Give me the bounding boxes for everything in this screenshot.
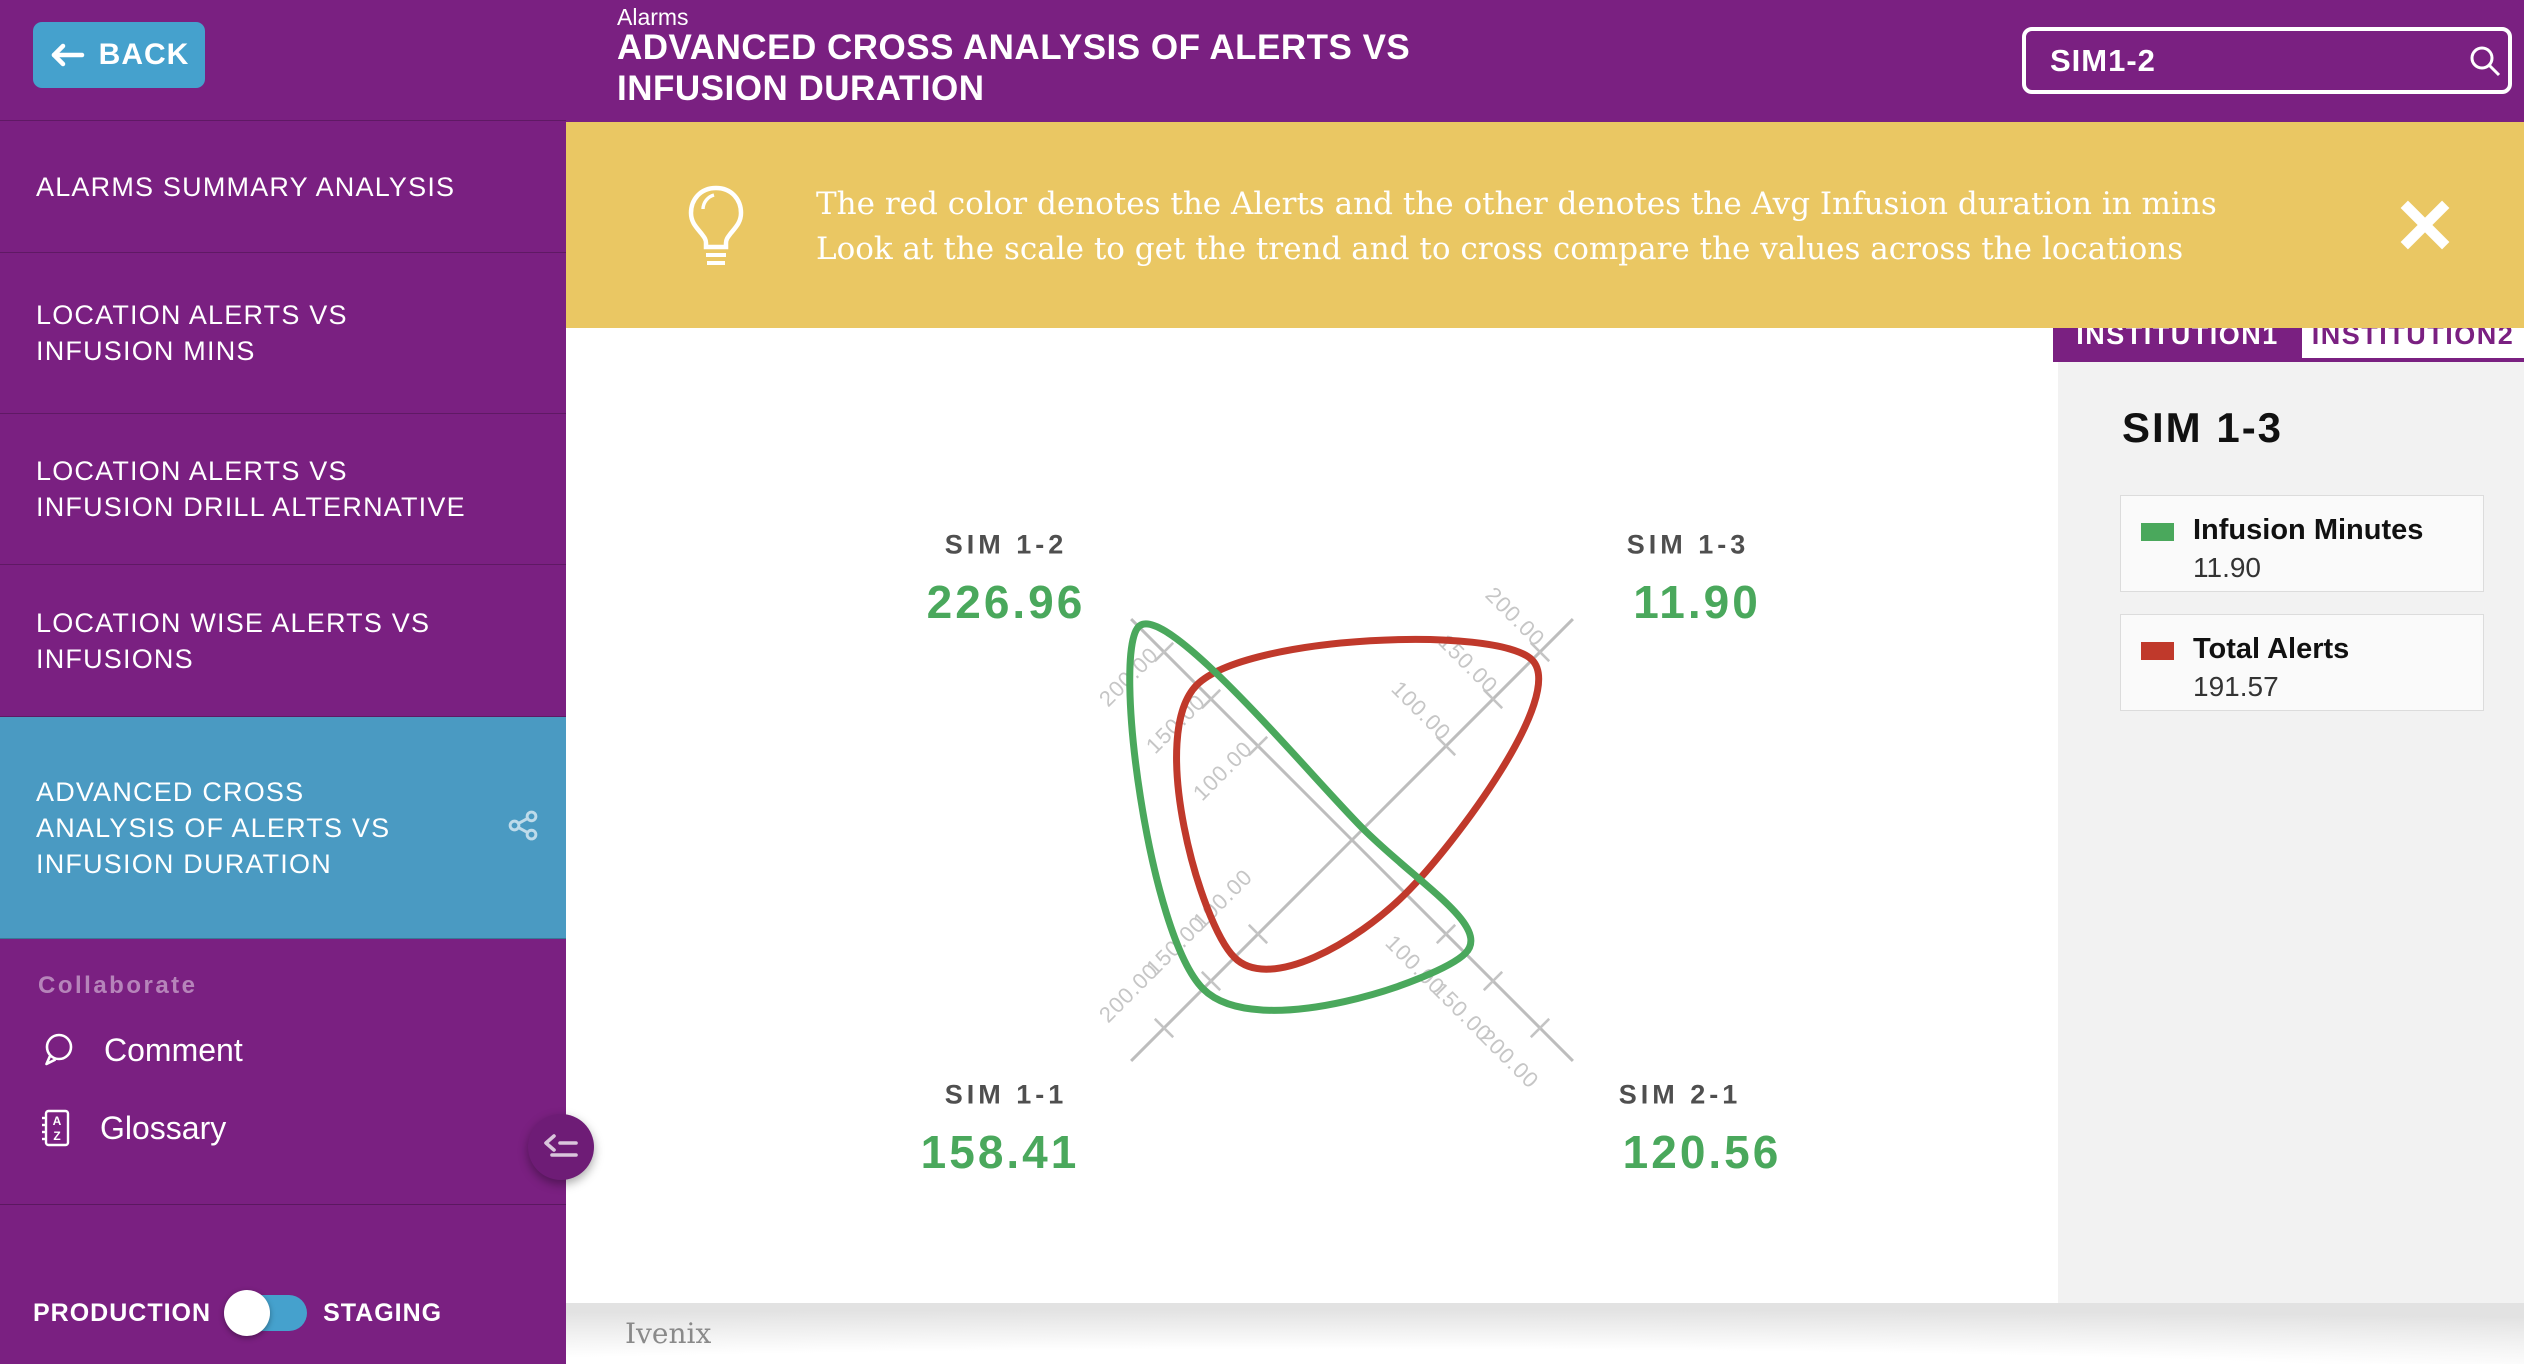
sidebar-item-label: LOCATION ALERTS VS INFUSION MINS [36,300,348,366]
legend-item-total-alerts[interactable]: Total Alerts 191.57 [2120,614,2484,711]
svg-text:100.00: 100.00 [1387,676,1457,746]
sidebar-item-label: LOCATION WISE ALERTS VS INFUSIONS [36,607,431,674]
sidebar: BACK ALARMS SUMMARY ANALYSIS LOCATION AL… [0,0,594,1364]
svg-text:A: A [53,1114,62,1128]
red-swatch-icon [2141,642,2174,660]
collapse-menu-icon [542,1131,580,1163]
sidebar-item-label: ALARMS SUMMARY ANALYSIS [36,171,456,202]
legend-item-infusion-minutes[interactable]: Infusion Minutes 11.90 [2120,495,2484,592]
tab-underline [2053,358,2524,362]
radar-chart-area: 100.00 150.00 200.00 100.00 150.00 200.00 100.… [566,328,2058,1303]
page-title: ADVANCED CROSS ANALYSIS OF ALERTS VS INF… [617,28,1411,108]
brand-text: Ivenix [625,1317,712,1350]
axis-value-sim-1-2: 226.96 [926,576,1086,628]
axis-label-sim-1-3: SIM 1-3 [1626,529,1750,560]
svg-text:200.00: 200.00 [1481,582,1551,652]
sidebar-collapse-button[interactable] [528,1114,594,1180]
search-icon[interactable] [2466,42,2504,80]
svg-text:100.00: 100.00 [1188,736,1258,806]
legend-value: 191.57 [2193,671,2279,702]
sidebar-item-location-alerts-drill-alternative[interactable]: LOCATION ALERTS VS INFUSION DRILL ALTERN… [0,414,566,565]
sidebar-item-advanced-cross-analysis[interactable]: ADVANCED CROSS ANALYSIS OF ALERTS VS INF… [0,717,566,939]
close-banner-button[interactable] [2396,196,2454,254]
search-box[interactable] [2022,27,2512,94]
svg-text:Z: Z [53,1129,60,1143]
sidebar-item-location-wise-alerts[interactable]: LOCATION WISE ALERTS VS INFUSIONS [0,565,566,717]
az-notebook-icon: A Z [38,1108,74,1148]
axis-label-sim-2-1: SIM 2-1 [1618,1079,1742,1110]
glossary-button[interactable]: A Z Glossary [0,1100,566,1156]
back-button[interactable]: BACK [33,22,205,88]
legend-name: Infusion Minutes [2193,514,2424,546]
sidebar-item-label: ADVANCED CROSS ANALYSIS OF ALERTS VS INF… [36,776,391,879]
share-icon[interactable] [506,808,540,847]
axis-label-sim-1-1: SIM 1-1 [944,1079,1068,1110]
svg-text:200.00: 200.00 [1094,958,1164,1028]
production-label: PRODUCTION [33,1298,212,1327]
back-button-label: BACK [98,38,190,71]
sidebar-nav: ALARMS SUMMARY ANALYSIS LOCATION ALERTS … [0,120,566,939]
axis-value-sim-1-3: 11.90 [1633,576,1761,628]
environment-section: PRODUCTION STAGING [0,1204,566,1364]
institution-panel: SIM 1-3 Infusion Minutes 11.90 Total Ale… [2058,362,2524,1303]
staging-label: STAGING [323,1298,443,1327]
axis-value-sim-2-1: 120.56 [1622,1126,1782,1178]
sidebar-item-alarms-summary[interactable]: ALARMS SUMMARY ANALYSIS [0,121,566,253]
collaborate-section-label: Collaborate [38,972,198,999]
comment-icon [38,1030,78,1070]
comment-label: Comment [104,1031,243,1068]
axis-value-sim-1-1: 158.41 [920,1126,1080,1178]
comment-button[interactable]: Comment [0,1022,566,1078]
arrow-left-icon [49,42,85,68]
axis-label-sim-1-2: SIM 1-2 [944,529,1068,560]
breadcrumb: Alarms [617,4,689,30]
green-swatch-icon [2141,523,2174,541]
toggle-knob[interactable] [224,1290,271,1336]
hint-banner: The red color denotes the Alerts and the… [566,122,2524,328]
legend-value: 11.90 [2193,552,2261,583]
legend-name: Total Alerts [2193,633,2350,665]
lightbulb-icon [684,184,748,275]
banner-message: The red color denotes the Alerts and the… [816,186,2217,267]
glossary-label: Glossary [100,1109,227,1146]
environment-toggle[interactable] [224,1290,308,1336]
search-input[interactable] [2026,42,2466,79]
sidebar-item-label: LOCATION ALERTS VS INFUSION DRILL ALTERN… [36,456,466,522]
footer-bar: Ivenix [566,1303,2524,1364]
sidebar-item-location-alerts-infusion-mins[interactable]: LOCATION ALERTS VS INFUSION MINS [0,253,566,414]
panel-title: SIM 1-3 [2122,404,2284,451]
header-bar: Alarms ADVANCED CROSS ANALYSIS OF ALERTS… [566,0,2524,122]
